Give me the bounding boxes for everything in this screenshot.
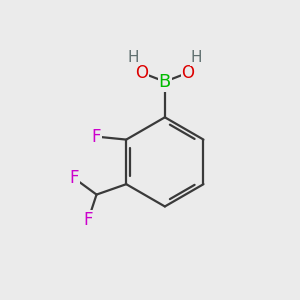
Text: F: F xyxy=(70,169,79,187)
Text: H: H xyxy=(128,50,139,65)
Text: B: B xyxy=(159,73,171,91)
Text: O: O xyxy=(135,64,148,82)
Text: O: O xyxy=(182,64,194,82)
Text: F: F xyxy=(83,211,93,229)
Text: F: F xyxy=(92,128,101,146)
Text: H: H xyxy=(190,50,202,65)
